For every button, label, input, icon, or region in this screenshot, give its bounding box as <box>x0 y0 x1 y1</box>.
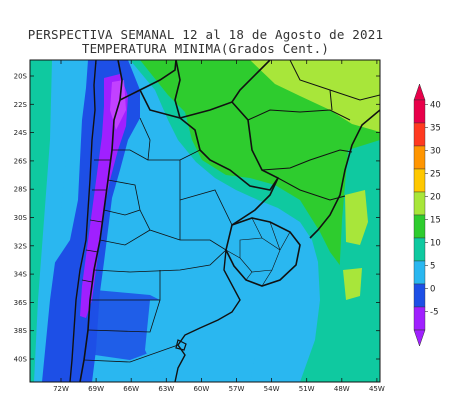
colorbar-segment <box>413 168 426 193</box>
lat-tick-label: 34S <box>14 271 28 279</box>
colorbar-label: 30 <box>430 146 441 156</box>
lat-tick-label: 36S <box>14 299 28 307</box>
colorbar-top-arrow <box>413 83 426 101</box>
lon-tick-label: 66W <box>123 385 139 393</box>
lon-tick-label: 69W <box>88 385 104 393</box>
colorbar-label: 35 <box>430 123 441 133</box>
colorbar-label: 5 <box>430 261 435 271</box>
lon-tick-label: 54W <box>264 385 280 393</box>
colorbar-label: 40 <box>430 100 441 110</box>
lat-tick-label: 28S <box>14 186 28 194</box>
colorbar-label: 10 <box>430 238 441 248</box>
lat-tick-label: 30S <box>14 214 28 222</box>
lon-tick-label: 51W <box>299 385 315 393</box>
colorbar-label: 0 <box>430 284 435 294</box>
lat-tick-label: 20S <box>14 73 28 81</box>
political-boundaries <box>69 60 380 382</box>
colorbar-label: 15 <box>430 215 441 225</box>
figure-subtitle: TEMPERATURA MINIMA(Grados Cent.) <box>81 41 330 56</box>
lon-tick-label: 60W <box>193 385 209 393</box>
lat-tick-label: 32S <box>14 242 28 250</box>
temperature-field <box>30 60 380 382</box>
colorbar-bottom-arrow <box>413 329 426 347</box>
lat-tick-label: 24S <box>14 129 28 137</box>
colorbar-segment <box>413 237 426 262</box>
colorbar-segment <box>413 283 426 308</box>
colorbar-segment <box>413 306 426 331</box>
figure-title: PERSPECTIVA SEMANAL 12 al 18 de Agosto d… <box>27 27 384 42</box>
colorbar-segment <box>413 214 426 239</box>
colorbar-label: 20 <box>430 192 441 202</box>
latitude-axis: 20S 22S 24S 26S 28S 30S 32S 34S 36S 38S 40S <box>14 73 380 364</box>
lon-tick-label: 48W <box>334 385 350 393</box>
colorbar-segment <box>413 122 426 147</box>
lat-tick-label: 40S <box>14 356 28 364</box>
lon-tick-label: 57W <box>229 385 245 393</box>
colorbar: 40 35 30 25 20 15 10 5 0 -5 <box>413 83 441 347</box>
longitude-axis: 72W 69W 66W 63W 60W 57W 54W 51W 48W 45W <box>53 60 385 393</box>
colorbar-segment <box>413 99 426 124</box>
lon-tick-label: 72W <box>53 385 69 393</box>
lat-tick-label: 26S <box>14 157 28 165</box>
lat-tick-label: 38S <box>14 327 28 335</box>
lon-tick-label: 45W <box>369 385 385 393</box>
lon-tick-label: 63W <box>158 385 174 393</box>
map-frame <box>29 59 381 383</box>
colorbar-segment <box>413 260 426 285</box>
colorbar-label: -5 <box>430 307 438 317</box>
lat-tick-label: 22S <box>14 101 28 109</box>
colorbar-label: 25 <box>430 169 441 179</box>
colorbar-segment <box>413 145 426 170</box>
colorbar-segment <box>413 191 426 216</box>
